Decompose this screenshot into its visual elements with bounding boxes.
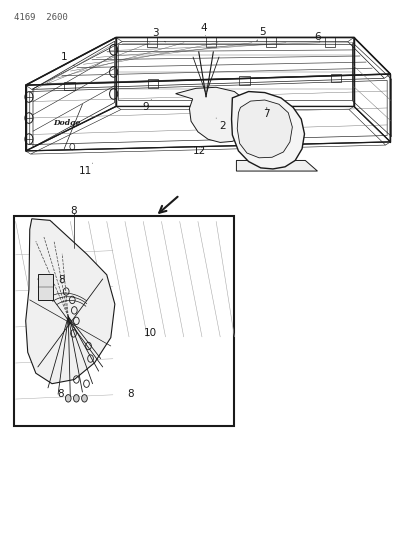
Text: 4169  2600: 4169 2600 (13, 13, 67, 22)
Bar (325, 37, 335, 47)
Text: 8: 8 (70, 206, 77, 216)
Text: 6: 6 (314, 33, 321, 43)
Polygon shape (237, 100, 293, 158)
Text: 5: 5 (257, 27, 266, 41)
Text: 9: 9 (142, 100, 151, 112)
Bar (64, 82, 75, 90)
Text: 3: 3 (152, 28, 165, 42)
Bar (266, 37, 275, 47)
Polygon shape (26, 219, 115, 384)
Bar (13, 216, 234, 425)
Text: 11: 11 (79, 163, 93, 176)
Polygon shape (236, 160, 317, 171)
Polygon shape (175, 87, 252, 142)
Bar (206, 37, 216, 47)
Text: Dodge: Dodge (53, 119, 80, 127)
Circle shape (65, 394, 71, 402)
Text: 1: 1 (61, 52, 74, 66)
Bar (330, 74, 341, 82)
Text: 2: 2 (216, 118, 226, 131)
Text: 8: 8 (57, 389, 64, 399)
Circle shape (82, 394, 87, 402)
Bar (38, 274, 53, 300)
Text: 4: 4 (201, 23, 207, 36)
Polygon shape (232, 92, 304, 169)
Text: 7: 7 (264, 108, 270, 119)
Text: 8: 8 (58, 274, 65, 285)
Bar (148, 79, 158, 87)
Text: 8: 8 (128, 389, 134, 399)
Text: 10: 10 (144, 328, 157, 338)
Bar (239, 76, 250, 85)
Bar (147, 37, 157, 47)
Circle shape (73, 394, 79, 402)
Text: 12: 12 (193, 146, 206, 156)
